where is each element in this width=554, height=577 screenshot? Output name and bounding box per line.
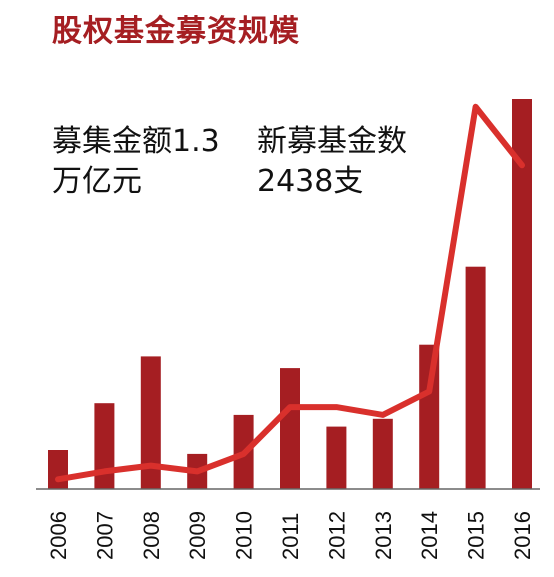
new-fund-count-annotation: 新募基金数2438支 [257,124,407,199]
bar-2015 [465,266,486,489]
bar-series [48,99,532,489]
chart-title: 股权基金募资规模 [52,14,300,49]
x-tick-2008: 2008 [139,511,164,560]
x-tick-2013: 2013 [371,511,396,560]
x-tick-2006: 2006 [46,511,71,560]
bar-2016 [512,99,532,489]
x-tick-2015: 2015 [464,511,489,560]
raised-amount-annotation: 募集金额1.3万亿元 [52,124,220,199]
bar-2006 [48,450,68,489]
x-tick-2010: 2010 [232,511,257,560]
x-tick-labels: 2006 2007 2008 2009 2010 2011 2012 2013 2014 2015… [46,511,535,560]
fund-count-line [55,103,525,483]
x-tick-2016: 2016 [510,511,535,560]
bar-2011 [280,368,300,489]
x-tick-2012: 2012 [324,511,349,560]
bar-2012 [326,426,347,489]
bar-2013 [372,418,393,489]
x-tick-2011: 2011 [278,513,303,560]
x-tick-2014: 2014 [417,511,442,560]
x-tick-2009: 2009 [185,511,210,560]
bar-2007 [94,403,115,489]
x-tick-2007: 2007 [92,511,117,560]
bar-2014 [419,344,440,489]
line-series [55,103,525,483]
bar-2008 [140,356,161,489]
